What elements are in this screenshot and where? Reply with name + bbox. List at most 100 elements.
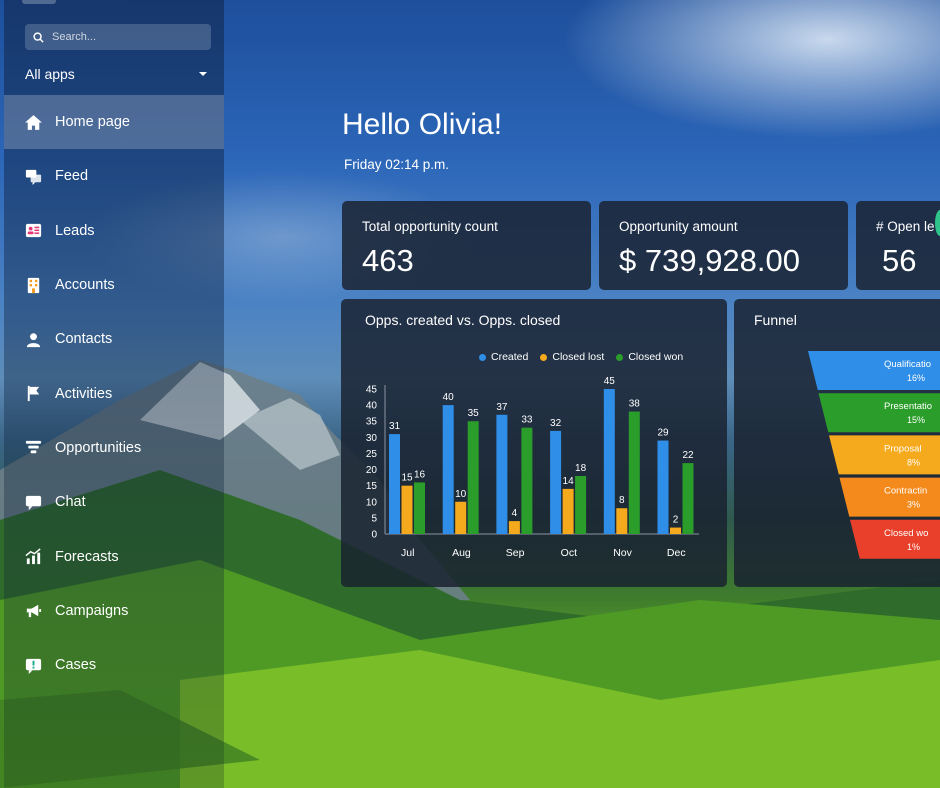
legend-swatch [616,353,624,361]
current-datetime: Friday 02:14 p.m. [344,157,450,172]
bar [616,508,628,534]
bar [401,485,413,534]
chat-icon [20,489,47,516]
sidebar-item-feed[interactable]: Feed [4,149,224,203]
sidebar-item-label: Opportunities [55,439,142,456]
kpi-value: $ 739,928.00 [619,243,801,278]
contacts-icon [20,326,47,353]
funnel-stage [829,435,940,475]
data-label: 38 [629,399,641,410]
sidebar-item-leads[interactable]: Leads [4,204,224,258]
data-label: 35 [468,408,480,419]
bar [508,521,520,534]
sidebar-item-label: Home page [55,114,130,131]
bar [562,488,574,534]
sidebar-nav: Home page Feed Leads Accounts Contacts A… [4,95,224,692]
apps-filter-label: All apps [25,66,75,82]
sidebar-item-label: Campaigns [55,602,129,619]
x-tick-label: Sep [506,547,525,559]
y-tick-label: 25 [366,449,378,460]
chart-title: Opps. created vs. Opps. closed [365,312,561,328]
kpi-card-total-opportunity-count[interactable]: Total opportunity count 463 [342,201,591,290]
funnel-stage [850,519,940,559]
bar [657,440,669,534]
kpi-card-opportunity-amount[interactable]: Opportunity amount $ 739,928.00 [599,201,848,290]
apps-filter-dropdown[interactable]: All apps [25,64,211,84]
legend-label: Created [491,351,529,363]
funnel-stage-label: Contractin [884,486,927,497]
megaphone-icon [20,597,47,624]
home-icon [20,109,47,136]
bar [628,411,640,534]
kpi-label: Opportunity amount [619,219,738,234]
legend-swatch [540,353,548,361]
sidebar-item-forecasts[interactable]: Forecasts [4,529,224,583]
data-label: 16 [414,469,426,480]
sidebar-item-label: Forecasts [55,548,119,565]
kpi-value: 56 [882,243,917,278]
bar [455,501,467,534]
data-label: 32 [550,418,562,429]
sidebar-item-cases[interactable]: Cases [4,638,224,692]
sidebar-item-label: Feed [55,168,89,185]
search-box[interactable] [25,24,211,50]
leads-icon [20,217,47,244]
funnel-stage-label: Proposal [884,443,922,454]
legend-item-closed-lost[interactable]: Closed lost [540,351,604,363]
legend-item-closed-won[interactable]: Closed won [616,351,683,363]
sidebar-item-label: Leads [55,222,95,239]
x-tick-label: Oct [561,547,577,559]
data-label: 22 [682,450,694,461]
x-tick-label: Dec [667,547,686,559]
bar [550,430,562,534]
funnel-title: Funnel [754,312,797,328]
search-input[interactable] [50,30,204,44]
y-tick-label: 30 [366,433,378,444]
y-tick-label: 0 [371,530,377,541]
funnel-stage-value: 15% [907,415,925,425]
sidebar-item-contacts[interactable]: Contacts [4,312,224,366]
bar [682,463,694,534]
window-handle[interactable] [22,0,56,4]
bar [603,389,615,534]
legend-item-created[interactable]: Created [479,351,528,363]
data-label: 18 [575,463,587,474]
sidebar-item-label: Activities [55,385,113,402]
x-tick-label: Jul [401,547,414,559]
accounts-icon [20,272,47,299]
data-label: 8 [619,495,625,506]
sidebar-item-home-page[interactable]: Home page [4,95,224,150]
funnel-chart: Qualificatio 16% Presentatio 15% Proposal 8% C… [808,351,940,559]
funnel-icon [20,434,47,461]
bar [521,427,533,534]
sidebar-item-chat[interactable]: Chat [4,475,224,529]
data-label: 29 [657,428,669,439]
bar [442,405,454,534]
x-tick-label: Nov [613,547,632,559]
sidebar-item-activities[interactable]: Activities [4,366,224,420]
sidebar-item-label: Accounts [55,277,115,294]
sidebar-item-accounts[interactable]: Accounts [4,258,224,312]
funnel-stage [839,477,940,517]
sidebar-item-campaigns[interactable]: Campaigns [4,584,224,638]
data-label: 2 [673,515,679,526]
bar [467,421,479,534]
data-label: 45 [604,376,616,387]
chevron-down-icon [199,72,207,76]
data-label: 31 [389,421,401,432]
status-indicator [935,210,940,236]
sidebar-item-opportunities[interactable]: Opportunities [4,421,224,475]
funnel-stage [808,351,940,390]
funnel-stage-value: 8% [907,457,920,467]
y-tick-label: 45 [366,385,378,396]
data-label: 14 [563,476,575,487]
kpi-card-open-leads[interactable]: # Open le 56 [856,201,940,290]
y-tick-label: 10 [366,497,378,508]
data-label: 40 [443,392,455,403]
chart-card-funnel[interactable]: Funnel Qualificatio 16% Presentatio 15% Prop… [734,299,940,587]
y-tick-label: 35 [366,417,378,428]
chart-card-opps-created-vs-closed[interactable]: Opps. created vs. Opps. closed Created C… [341,299,727,587]
case-icon [20,652,47,679]
bar [670,527,681,534]
legend-swatch [479,353,486,361]
